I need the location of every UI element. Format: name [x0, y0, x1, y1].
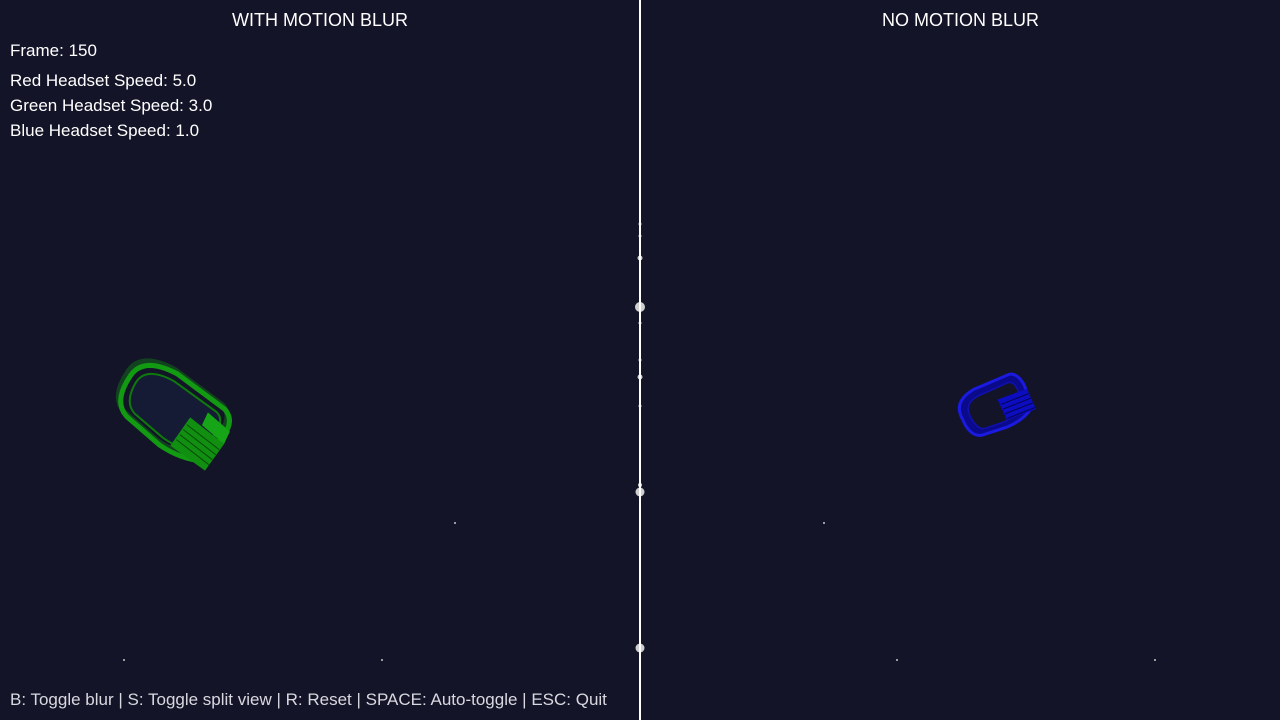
star: [381, 659, 383, 661]
star: [123, 659, 125, 661]
star: [454, 522, 456, 524]
star: [1154, 659, 1156, 661]
left-view-title: WITH MOTION BLUR: [232, 10, 408, 30]
split-divider: [639, 0, 641, 720]
controls-help: B: Toggle blur | S: Toggle split view | …: [10, 690, 607, 709]
blue-speed-readout: Blue Headset Speed: 1.0: [10, 121, 199, 141]
blue-speed-label: Blue Headset Speed:: [10, 121, 171, 140]
star-field: [123, 522, 1156, 661]
frame-counter: Frame: 150: [10, 41, 97, 61]
red-speed-value: 5.0: [172, 71, 197, 90]
right-view-title: NO MOTION BLUR: [882, 10, 1040, 30]
green-speed-value: 3.0: [188, 96, 213, 115]
red-speed-readout: Red Headset Speed: 5.0: [10, 71, 196, 91]
frame-label: Frame:: [10, 41, 64, 60]
green-speed-readout: Green Headset Speed: 3.0: [10, 96, 212, 116]
star: [896, 659, 898, 661]
blue-speed-value: 1.0: [175, 121, 200, 140]
green-speed-label: Green Headset Speed:: [10, 96, 184, 115]
blue-headset: [957, 372, 1037, 437]
red-speed-label: Red Headset Speed:: [10, 71, 168, 90]
green-headset: [115, 358, 232, 471]
star: [823, 522, 825, 524]
frame-value: 150: [68, 41, 97, 60]
